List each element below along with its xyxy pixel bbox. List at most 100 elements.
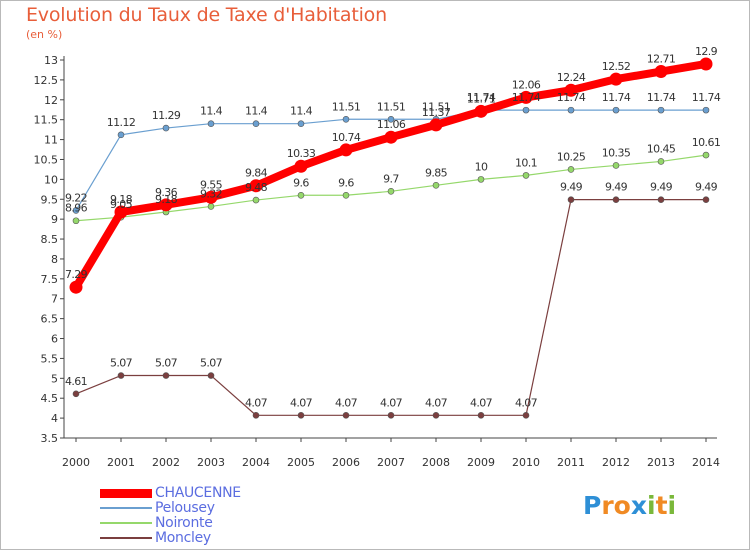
data-label-noironte: 10.1	[515, 156, 537, 169]
data-label-chaucenne: 12.52	[602, 60, 631, 73]
legend-label: CHAUCENNE	[155, 485, 241, 501]
data-label-moncley: 4.07	[290, 396, 313, 409]
data-label-pelousey: 11.74	[602, 91, 631, 104]
data-label-pelousey: 11.51	[377, 100, 406, 113]
data-point-moncley	[207, 372, 215, 379]
logo-letter: r	[601, 491, 614, 520]
y-tick-label: 10.5	[34, 153, 59, 166]
logo-letter: t	[655, 491, 668, 520]
data-label-pelousey: 9.22	[65, 191, 87, 204]
x-tick-label: 2002	[152, 456, 180, 469]
data-point-noironte	[342, 191, 350, 199]
y-tick-label: 11	[44, 134, 58, 147]
data-label-moncley: 4.07	[425, 396, 448, 409]
data-label-moncley: 9.49	[560, 181, 583, 194]
data-point-pelousey	[207, 120, 215, 127]
data-label-noironte: 10.61	[692, 136, 721, 149]
data-label-chaucenne: 11.06	[377, 118, 406, 131]
data-point-pelousey	[612, 106, 620, 114]
data-point-chaucenne	[609, 72, 623, 86]
data-point-chaucenne	[519, 90, 533, 104]
series-line-moncley	[75, 199, 707, 416]
data-point-pelousey	[657, 106, 665, 114]
data-point-moncley	[297, 412, 305, 419]
data-point-moncley	[477, 412, 485, 419]
data-point-noironte	[207, 203, 215, 210]
data-point-moncley	[702, 196, 710, 203]
data-label-moncley: 5.07	[200, 357, 223, 370]
data-label-moncley: 4.07	[245, 396, 268, 409]
data-label-moncley: 4.61	[65, 375, 87, 388]
x-tick-label: 2009	[467, 456, 495, 469]
data-label-pelousey: 11.4	[200, 105, 223, 118]
data-label-pelousey: 11.74	[647, 91, 676, 104]
data-label-moncley: 5.07	[155, 357, 178, 370]
data-label-noironte: 9.7	[383, 172, 399, 185]
data-point-moncley	[522, 412, 530, 419]
data-point-chaucenne	[384, 130, 398, 144]
y-tick-label: 4.5	[41, 392, 59, 405]
data-point-chaucenne	[249, 179, 263, 193]
data-label-noironte: 10.45	[647, 142, 676, 155]
chart-unit-label: (en %)	[26, 28, 63, 41]
data-point-moncley	[567, 196, 575, 203]
x-tick-label: 2012	[602, 456, 630, 469]
y-tick-label: 12	[44, 94, 58, 107]
data-label-chaucenne: 10.74	[332, 131, 361, 144]
data-point-pelousey	[522, 106, 530, 114]
data-label-noironte: 9.6	[293, 176, 309, 189]
legend-label: Pelousey	[155, 500, 215, 516]
logo-letter: i	[667, 491, 677, 520]
data-point-moncley	[432, 412, 440, 419]
data-label-pelousey: 11.4	[245, 105, 268, 118]
data-point-noironte	[387, 188, 395, 195]
data-point-noironte	[612, 162, 620, 169]
logo-letter: P	[583, 491, 602, 520]
data-point-noironte	[297, 191, 305, 199]
data-label-chaucenne: 7.29	[65, 268, 88, 281]
data-label-noironte: 8.96	[65, 202, 88, 215]
y-tick-label: 11.5	[34, 114, 59, 127]
x-tick-label: 2003	[197, 456, 225, 469]
legend-label: Noironte	[155, 515, 213, 531]
data-point-chaucenne	[294, 159, 308, 173]
data-point-pelousey	[72, 207, 80, 214]
data-label-chaucenne: 12.24	[557, 71, 586, 84]
data-label-moncley: 4.07	[380, 396, 403, 409]
data-label-chaucenne: 9.18	[110, 193, 133, 206]
y-tick-label: 7.5	[41, 273, 59, 286]
data-label-noironte: 9.18	[155, 193, 178, 206]
data-label-noironte: 10	[475, 160, 488, 173]
data-label-noironte: 10.25	[557, 150, 586, 163]
data-label-pelousey: 11.12	[107, 116, 136, 129]
x-tick-label: 2005	[287, 456, 315, 469]
data-label-pelousey: 11.74	[557, 91, 586, 104]
data-point-moncley	[387, 412, 395, 419]
data-label-chaucenne: 10.33	[287, 147, 316, 160]
data-point-chaucenne	[114, 205, 128, 219]
x-tick-label: 2006	[332, 456, 360, 469]
data-point-chaucenne	[654, 65, 668, 79]
data-point-chaucenne	[474, 104, 488, 118]
data-label-pelousey: 11.4	[290, 105, 313, 118]
logo-letter: o	[613, 491, 631, 520]
data-point-moncley	[72, 390, 80, 398]
data-label-noironte: 9.85	[425, 166, 448, 179]
logo-letter: i	[647, 491, 656, 520]
data-label-chaucenne: 9.36	[155, 186, 178, 199]
x-tick-label: 2001	[107, 456, 135, 469]
data-point-pelousey	[297, 120, 305, 127]
data-point-chaucenne	[699, 57, 713, 71]
data-point-pelousey	[567, 106, 575, 114]
data-point-pelousey	[342, 115, 350, 123]
data-point-noironte	[702, 151, 710, 159]
y-tick-label: 6.5	[41, 313, 59, 326]
y-tick-label: 6	[51, 333, 58, 346]
data-point-pelousey	[702, 106, 710, 114]
data-point-moncley	[612, 196, 620, 203]
data-point-noironte	[252, 196, 260, 204]
y-tick-label: 5.5	[41, 352, 59, 365]
data-label-pelousey: 11.74	[512, 91, 541, 104]
